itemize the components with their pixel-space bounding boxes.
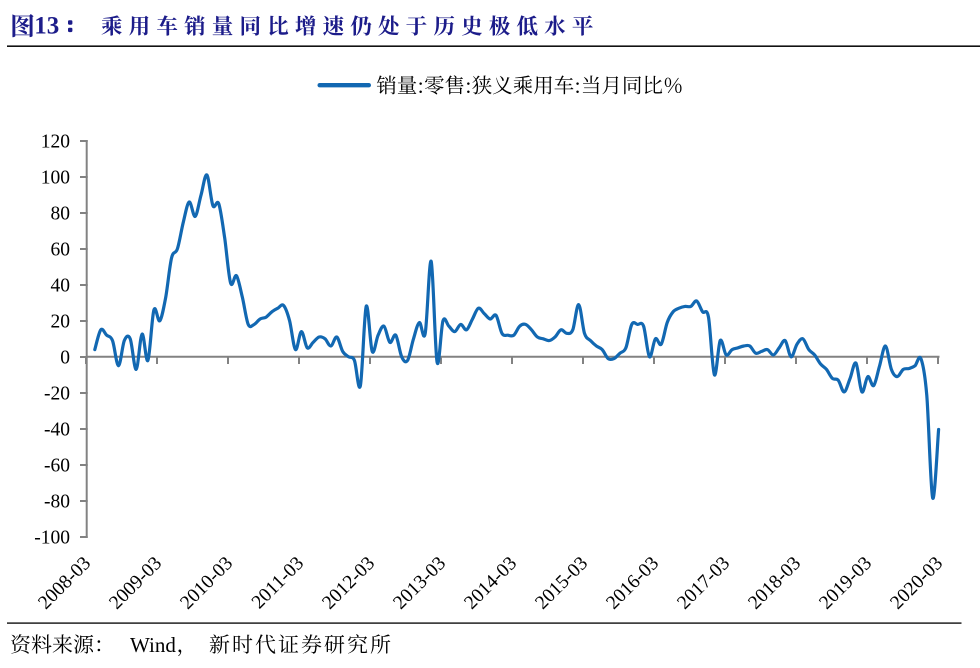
svg-text:-100: -100 [34, 528, 70, 549]
svg-text:0: 0 [60, 348, 70, 369]
svg-text:20: 20 [51, 312, 71, 333]
svg-text:-20: -20 [44, 384, 70, 405]
svg-text:40: 40 [51, 276, 71, 297]
svg-text:80: 80 [51, 204, 71, 225]
svg-text:-60: -60 [44, 456, 70, 477]
svg-text:13: 13 [34, 13, 59, 40]
svg-text:100: 100 [41, 168, 70, 189]
svg-text:-80: -80 [44, 492, 70, 513]
svg-text:-40: -40 [44, 420, 70, 441]
svg-text:60: 60 [51, 240, 71, 261]
svg-text:Wind: Wind [130, 633, 176, 657]
svg-text:120: 120 [41, 132, 70, 153]
